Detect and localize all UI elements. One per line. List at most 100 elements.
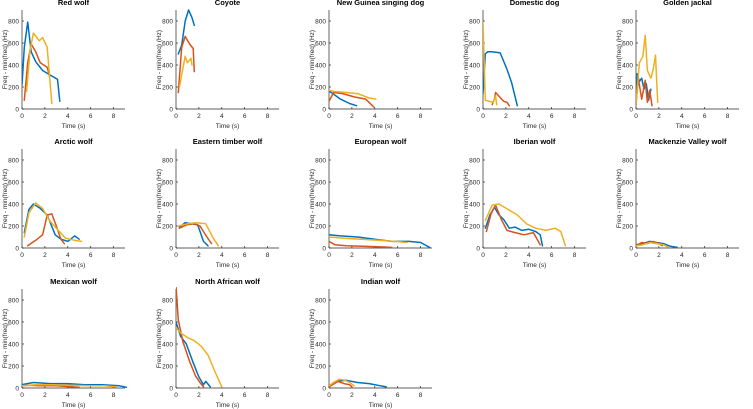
series-line-1 [22, 381, 127, 388]
x-tick-label: 2 [350, 113, 354, 120]
x-axis-label: Time (s) [369, 402, 393, 409]
subplot: Golden jackal 0 2 4 6 8 0 200 400 600 800 Time (s) F… [616, 0, 739, 130]
y-tick-label: 200 [622, 223, 633, 230]
subplot-title: Coyote [215, 0, 240, 7]
subplot: Indian wolf 0 2 4 6 8 0 200 400 600 800 Time (s) Fre… [309, 277, 432, 409]
series-line-3 [25, 32, 53, 105]
x-tick-label: 0 [20, 392, 24, 399]
y-axis-label: Freq - min(freq) (Hz) [616, 169, 623, 228]
subplot: Domestic dog 0 2 4 6 8 0 200 400 600 800 Time (s) Fr… [463, 0, 586, 130]
x-tick-label: 6 [243, 113, 247, 120]
y-axis-label: Freq - min(freq) (Hz) [309, 169, 316, 228]
subplot: Red wolf 0 2 4 6 8 0 200 400 600 800 Time (s) Freq -… [2, 0, 125, 130]
y-tick-label: 400 [162, 62, 173, 69]
y-tick-label: 0 [15, 106, 19, 113]
x-tick-label: 2 [504, 113, 508, 120]
x-tick-label: 8 [419, 113, 423, 120]
y-tick-label: 800 [315, 157, 326, 164]
x-tick-label: 8 [726, 252, 730, 259]
y-tick-label: 400 [162, 341, 173, 348]
series-line-2 [178, 223, 213, 245]
series-line-3 [636, 241, 669, 248]
x-tick-label: 2 [504, 252, 508, 259]
y-tick-label: 600 [622, 40, 633, 47]
y-axis-label: Freq - min(freq) (Hz) [156, 30, 163, 89]
y-tick-label: 800 [315, 18, 326, 25]
x-tick-label: 8 [573, 252, 577, 259]
series-line-2 [176, 287, 205, 388]
x-tick-label: 4 [527, 252, 531, 259]
subplot-title: Red wolf [58, 0, 90, 7]
x-tick-label: 8 [726, 113, 730, 120]
y-tick-label: 600 [162, 40, 173, 47]
y-tick-label: 600 [469, 179, 480, 186]
x-axis-label: Time (s) [523, 262, 547, 269]
x-tick-label: 6 [243, 392, 247, 399]
x-tick-label: 8 [266, 392, 270, 399]
x-tick-label: 4 [66, 252, 70, 259]
y-tick-label: 400 [315, 201, 326, 208]
x-tick-label: 8 [266, 252, 270, 259]
x-tick-label: 0 [327, 113, 331, 120]
x-axis-label: Time (s) [676, 123, 700, 130]
y-tick-label: 0 [169, 106, 173, 113]
x-tick-label: 6 [396, 113, 400, 120]
subplot: North African wolf 0 2 4 6 8 0 200 400 600 800 Time… [156, 277, 279, 409]
series-line-3 [22, 383, 117, 388]
y-tick-label: 200 [469, 223, 480, 230]
subplot: Iberian wolf 0 2 4 6 8 0 200 400 600 800 Time (s) Fr… [463, 137, 586, 269]
y-tick-label: 600 [315, 40, 326, 47]
y-tick-label: 0 [629, 106, 633, 113]
x-tick-label: 6 [550, 252, 554, 259]
x-tick-label: 0 [20, 252, 24, 259]
x-tick-label: 4 [680, 252, 684, 259]
x-tick-label: 0 [174, 252, 178, 259]
series-line-3 [178, 55, 193, 88]
series-line-3 [484, 203, 567, 247]
y-tick-label: 0 [629, 245, 633, 252]
y-tick-label: 600 [315, 179, 326, 186]
y-tick-label: 400 [315, 341, 326, 348]
y-tick-label: 0 [169, 385, 173, 392]
y-axis-label: Freq - min(freq) (Hz) [463, 169, 470, 228]
x-tick-label: 0 [327, 392, 331, 399]
x-axis-label: Time (s) [216, 123, 240, 130]
x-tick-label: 2 [350, 392, 354, 399]
x-axis-label: Time (s) [216, 402, 240, 409]
y-tick-label: 800 [622, 18, 633, 25]
y-tick-label: 400 [622, 62, 633, 69]
x-tick-label: 0 [481, 252, 485, 259]
y-axis-label: Freq - min(freq) (Hz) [156, 309, 163, 368]
x-tick-label: 0 [634, 113, 638, 120]
series-line-1 [483, 51, 519, 107]
series-line-3 [23, 202, 83, 243]
series-line-3 [177, 221, 220, 247]
y-tick-label: 0 [322, 385, 326, 392]
x-tick-label: 2 [657, 252, 661, 259]
y-tick-label: 0 [15, 245, 19, 252]
x-tick-label: 4 [373, 392, 377, 399]
y-tick-label: 200 [8, 363, 19, 370]
series-line-2 [329, 91, 375, 108]
y-tick-label: 800 [162, 157, 173, 164]
y-axis-label: Freq - min(freq) (Hz) [2, 30, 9, 89]
y-tick-label: 600 [162, 319, 173, 326]
y-tick-label: 800 [8, 157, 19, 164]
series-line-3 [483, 21, 498, 106]
y-tick-label: 0 [476, 106, 480, 113]
x-tick-label: 6 [550, 113, 554, 120]
y-tick-label: 200 [8, 84, 19, 91]
y-tick-label: 400 [622, 201, 633, 208]
y-axis-label: Freq - min(freq) (Hz) [309, 30, 316, 89]
series-line-2 [485, 204, 541, 246]
x-tick-label: 8 [419, 392, 423, 399]
series-line-2 [329, 240, 393, 248]
y-tick-label: 800 [469, 18, 480, 25]
subplot-title: Mackenzie Valley wolf [649, 137, 727, 146]
x-tick-label: 6 [89, 392, 93, 399]
x-tick-label: 2 [657, 113, 661, 120]
y-tick-label: 0 [322, 106, 326, 113]
y-tick-label: 600 [622, 179, 633, 186]
y-tick-label: 200 [162, 363, 173, 370]
